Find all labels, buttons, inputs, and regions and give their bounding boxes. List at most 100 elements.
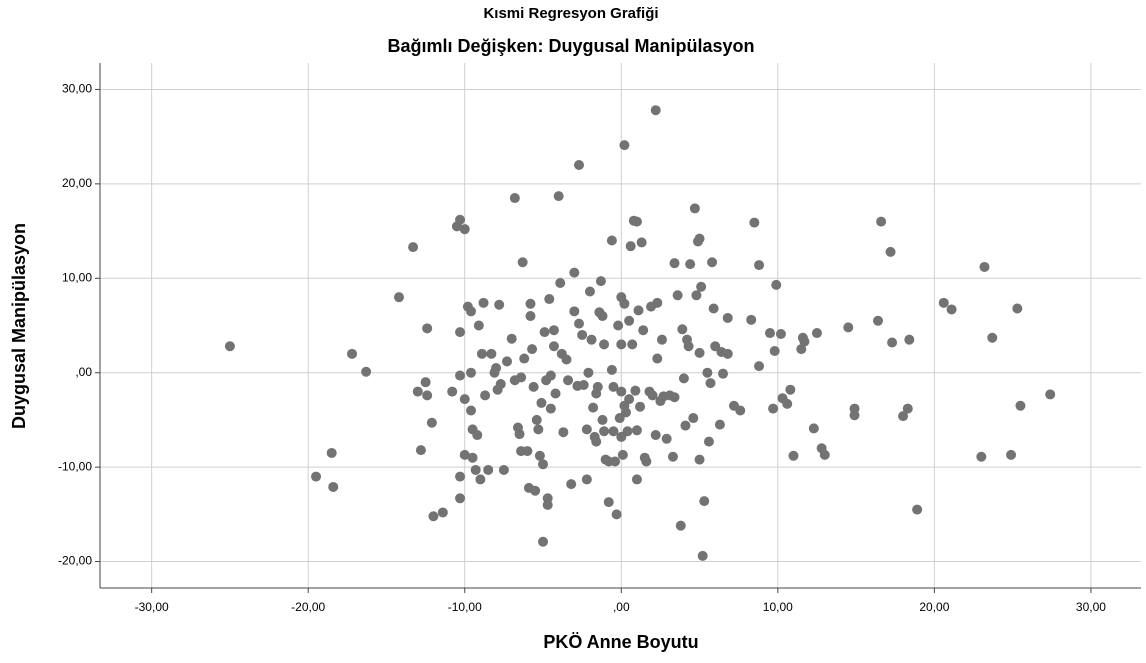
point	[769, 345, 780, 356]
point	[597, 311, 608, 322]
point	[577, 329, 588, 340]
point	[588, 402, 599, 413]
point	[599, 339, 610, 350]
point	[531, 414, 542, 425]
point	[545, 370, 556, 381]
point	[347, 348, 358, 359]
point	[694, 233, 705, 244]
point	[586, 334, 597, 345]
point	[548, 341, 559, 352]
point	[912, 504, 923, 515]
point	[569, 306, 580, 317]
point	[699, 496, 710, 507]
point	[873, 315, 884, 326]
point	[876, 216, 887, 227]
point	[328, 481, 339, 492]
point	[597, 414, 608, 425]
point	[775, 328, 786, 339]
point	[885, 246, 896, 257]
point	[478, 297, 489, 308]
point	[536, 397, 547, 408]
point	[979, 261, 990, 272]
point	[938, 297, 949, 308]
point	[754, 361, 765, 372]
point	[650, 105, 661, 116]
point	[408, 242, 419, 253]
point	[622, 426, 633, 437]
point	[608, 381, 619, 392]
point	[647, 390, 658, 401]
point	[768, 403, 779, 414]
point	[455, 327, 466, 338]
point	[771, 279, 782, 290]
point	[633, 305, 644, 316]
x-tick-label: 20,00	[919, 600, 949, 614]
point	[506, 333, 517, 344]
point	[688, 413, 699, 424]
point	[592, 381, 603, 392]
point	[326, 447, 337, 458]
point	[707, 257, 718, 268]
y-tick-label: 10,00	[62, 270, 92, 284]
point	[473, 320, 484, 331]
point	[619, 298, 630, 309]
point	[702, 367, 713, 378]
point	[696, 281, 707, 292]
point	[467, 452, 478, 463]
point	[620, 407, 631, 418]
point	[902, 403, 913, 414]
point	[697, 550, 708, 561]
point	[650, 430, 661, 441]
point	[669, 392, 680, 403]
point	[796, 344, 807, 355]
point	[694, 454, 705, 465]
point	[459, 394, 470, 405]
point	[718, 368, 729, 379]
point	[574, 159, 585, 170]
point	[669, 258, 680, 269]
point	[746, 314, 757, 325]
point	[808, 423, 819, 434]
point	[455, 214, 466, 225]
point	[708, 303, 719, 314]
point	[616, 386, 627, 397]
point	[466, 306, 477, 317]
point	[641, 456, 652, 467]
point	[516, 372, 527, 383]
y-tick-label: -10,00	[58, 459, 92, 473]
x-axis-label: PKÖ Anne Boyutu	[543, 632, 698, 652]
point	[525, 298, 536, 309]
x-tick-label: -30,00	[135, 600, 169, 614]
point	[611, 509, 622, 520]
point	[617, 449, 628, 460]
point	[613, 320, 624, 331]
point	[455, 493, 466, 504]
point	[412, 386, 423, 397]
point	[782, 398, 793, 409]
point	[422, 390, 433, 401]
x-tick-label: -10,00	[448, 600, 482, 614]
point	[480, 390, 491, 401]
point	[691, 290, 702, 301]
point	[1006, 449, 1017, 460]
point	[437, 507, 448, 518]
point	[904, 334, 915, 345]
y-tick-label: -20,00	[58, 554, 92, 568]
point	[538, 459, 549, 470]
point	[553, 191, 564, 202]
point	[631, 216, 642, 227]
x-tick-label: ,00	[613, 600, 630, 614]
point	[476, 348, 487, 359]
point	[491, 362, 502, 373]
point	[447, 386, 458, 397]
point	[887, 337, 898, 348]
point	[509, 193, 520, 204]
point	[819, 449, 830, 460]
point	[625, 241, 636, 252]
point	[677, 324, 688, 335]
point	[422, 323, 433, 334]
point	[569, 267, 580, 278]
point	[599, 426, 610, 437]
point	[483, 464, 494, 475]
point	[635, 401, 646, 412]
